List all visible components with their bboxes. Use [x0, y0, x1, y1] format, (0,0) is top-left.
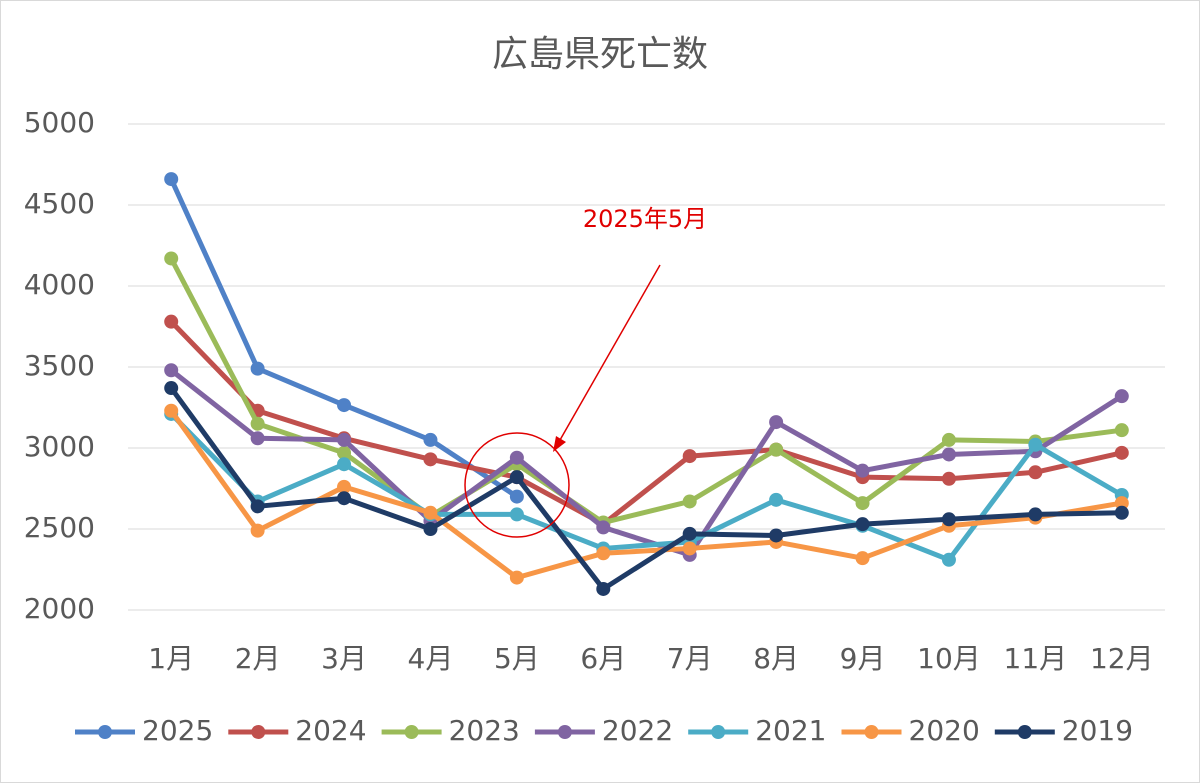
- arrow-head: [553, 436, 566, 452]
- data-point: [682, 526, 697, 541]
- data-point: [250, 523, 265, 538]
- data-point: [509, 470, 524, 485]
- y-tick-label: 4000: [24, 268, 95, 301]
- highlight-circle: [464, 432, 570, 538]
- data-point: [682, 494, 697, 509]
- data-point: [337, 491, 352, 506]
- y-tick-label: 4500: [24, 187, 95, 220]
- y-tick-label: 2000: [24, 592, 95, 625]
- x-tick-label: 2月: [235, 642, 281, 675]
- series-line: [169, 319, 1123, 527]
- data-point: [164, 314, 179, 329]
- x-tick-label: 10月: [917, 642, 981, 675]
- legend-label: 2019: [1062, 714, 1133, 747]
- data-point: [250, 416, 265, 431]
- x-tick-label: 1月: [148, 642, 194, 675]
- x-tick-label: 12月: [1090, 642, 1154, 675]
- data-point: [1028, 437, 1043, 452]
- series-line: [168, 257, 1123, 526]
- data-point: [769, 492, 784, 507]
- series-line: [169, 409, 1123, 581]
- legend-marker: [711, 725, 726, 739]
- data-point: [337, 457, 352, 472]
- data-point: [769, 415, 784, 430]
- data-point: [164, 363, 179, 378]
- x-tick-label: 8月: [753, 642, 799, 675]
- chart-title: 広島県死亡数: [492, 34, 708, 75]
- data-point: [250, 499, 265, 514]
- legend-label: 2021: [755, 714, 826, 747]
- data-point: [1114, 505, 1129, 520]
- x-tick-label: 9月: [840, 642, 886, 675]
- y-tick-label: 2500: [24, 511, 95, 544]
- legend-marker: [404, 725, 419, 739]
- data-point: [337, 445, 352, 460]
- data-point: [682, 449, 697, 464]
- data-point: [423, 432, 438, 447]
- y-tick-label: 3000: [24, 430, 95, 463]
- legend-marker: [557, 725, 572, 739]
- series-line: [169, 386, 1122, 592]
- y-tick-label: 5000: [24, 106, 95, 139]
- data-point: [682, 541, 697, 556]
- legend-label: 2022: [602, 714, 673, 747]
- legend-label: 2023: [449, 714, 520, 747]
- x-tick-label: 6月: [580, 642, 626, 675]
- data-point: [164, 403, 179, 418]
- legend-label: 2024: [295, 714, 366, 747]
- legend-label: 2025: [142, 714, 213, 747]
- series-line: [169, 368, 1124, 558]
- data-point: [1114, 445, 1129, 460]
- legend-marker: [251, 725, 266, 739]
- data-point: [509, 450, 524, 465]
- x-tick-label: 3月: [321, 642, 367, 675]
- x-tick-label: 5月: [494, 642, 540, 675]
- data-point: [1114, 496, 1129, 511]
- data-point: [337, 432, 352, 447]
- data-point: [941, 432, 956, 447]
- series-line: [169, 412, 1124, 563]
- y-tick-label: 3500: [24, 349, 95, 382]
- data-point: [509, 570, 524, 585]
- annotation-arrow: [559, 264, 661, 441]
- data-point: [596, 546, 611, 561]
- data-point: [855, 496, 870, 511]
- data-point: [1114, 423, 1129, 438]
- data-point: [941, 552, 956, 567]
- data-point: [250, 361, 265, 376]
- data-point: [1114, 389, 1129, 404]
- data-point: [855, 463, 870, 478]
- data-point: [596, 581, 611, 596]
- data-point: [337, 398, 352, 413]
- data-point: [164, 251, 179, 266]
- data-point: [250, 431, 265, 446]
- data-point: [941, 512, 956, 527]
- legend-label: 2020: [909, 714, 980, 747]
- data-point: [941, 447, 956, 462]
- x-tick-label: 7月: [667, 642, 713, 675]
- data-point: [1028, 465, 1043, 480]
- data-point: [423, 522, 438, 536]
- data-point: [164, 172, 179, 187]
- data-point: [423, 505, 438, 520]
- legend-marker: [864, 725, 879, 739]
- data-point: [769, 442, 784, 457]
- data-point: [509, 507, 524, 522]
- data-point: [769, 528, 784, 543]
- x-tick-label: 11月: [1004, 642, 1068, 675]
- data-point: [596, 520, 611, 535]
- data-point: [423, 452, 438, 467]
- data-point: [337, 479, 352, 494]
- data-point: [855, 551, 870, 566]
- data-point: [509, 489, 524, 504]
- x-tick-label: 4月: [408, 642, 454, 675]
- legend-marker: [98, 725, 112, 739]
- data-point: [164, 381, 179, 396]
- legend-marker: [1017, 725, 1032, 739]
- data-point: [941, 471, 956, 486]
- data-point: [855, 517, 870, 532]
- annotation: 2025年5月: [583, 205, 707, 233]
- data-point: [1028, 507, 1043, 522]
